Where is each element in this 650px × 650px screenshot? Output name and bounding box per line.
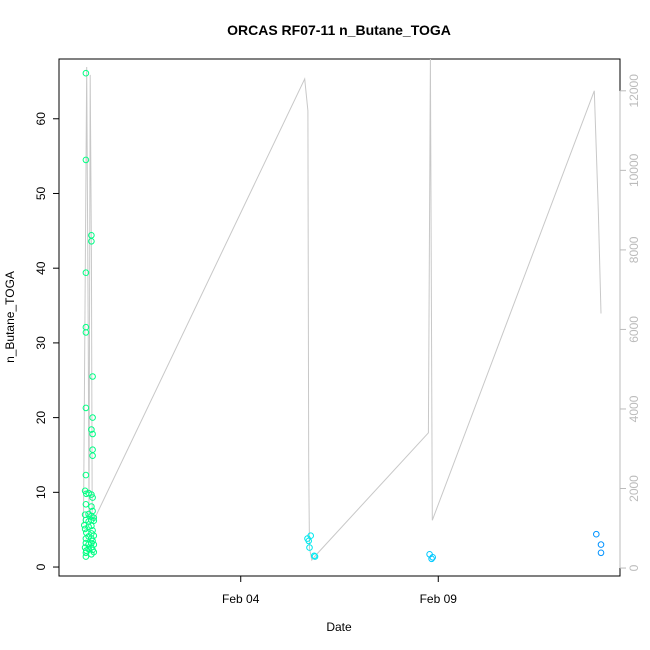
data-point (307, 532, 315, 540)
data-point (88, 491, 95, 498)
chart-title: ORCAS RF07-11 n_Butane_TOGA (227, 22, 451, 38)
data-point (82, 404, 90, 412)
data-point (90, 517, 98, 525)
data-point (597, 541, 605, 548)
data-point (88, 426, 95, 433)
data-point (82, 553, 90, 560)
y2-tick-label: 2000 (627, 475, 641, 502)
x-tick-label: Feb 04 (222, 592, 260, 606)
y-tick-label: 60 (34, 112, 48, 126)
y2-tick-label: 8000 (627, 236, 641, 263)
data-point (89, 414, 96, 421)
data-point (89, 452, 96, 460)
data-point (593, 530, 600, 538)
y-tick-label: 50 (34, 186, 48, 200)
y-axis-label: n_Butane_TOGA (3, 271, 17, 363)
y2-tick-label: 4000 (627, 395, 641, 422)
y-tick-label: 10 (34, 485, 48, 499)
y-tick-label: 20 (34, 411, 48, 425)
data-point (88, 238, 95, 245)
data-point (81, 521, 88, 529)
y-tick-label: 30 (34, 336, 48, 350)
data-point (82, 471, 90, 479)
data-point (428, 555, 435, 563)
data-point (429, 554, 437, 561)
altitude-line (83, 58, 602, 562)
data-point (88, 522, 95, 530)
data-point (82, 269, 90, 277)
x-tick-label: Feb 09 (420, 592, 458, 606)
data-point (81, 525, 89, 533)
x-axis: Feb 04 Feb 09 (222, 575, 458, 606)
secondary-y-axis: 0 2000 4000 6000 8000 10000 12000 (619, 74, 641, 571)
altitude-layer (83, 58, 602, 562)
plot-area (58, 58, 621, 577)
data-point (82, 156, 90, 164)
y2-tick-label: 10000 (627, 153, 641, 187)
y-tick-label: 0 (34, 563, 48, 570)
data-point (310, 552, 318, 560)
y-tick-label: 40 (34, 261, 48, 275)
x-axis-label: Date (326, 620, 352, 634)
data-point (89, 430, 96, 438)
data-point (311, 553, 319, 560)
y2-tick-label: 6000 (627, 316, 641, 343)
data-point (88, 503, 95, 510)
data-point (82, 69, 90, 77)
y2-tick-label: 12000 (627, 74, 641, 108)
y-axis: 0 10 20 30 40 50 60 (34, 112, 60, 570)
data-point (89, 494, 96, 501)
data-point (89, 446, 96, 454)
data-point (88, 551, 95, 558)
data-point (306, 544, 313, 551)
data-point (82, 501, 90, 508)
data-point (597, 549, 605, 557)
data-point (89, 373, 96, 380)
y2-tick-label: 0 (627, 564, 641, 571)
data-point (82, 329, 90, 336)
data-points-layer (81, 69, 605, 563)
